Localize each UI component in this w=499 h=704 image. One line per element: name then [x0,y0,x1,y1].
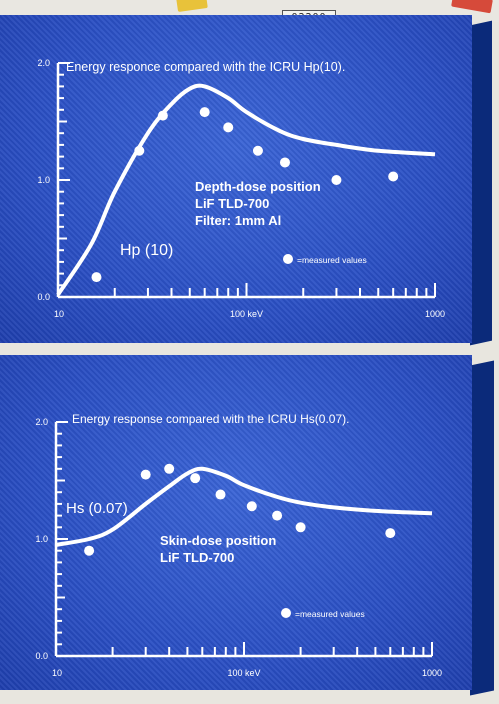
legend-marker [283,254,293,264]
chart-panel-1: 10 100 keV 1000 0.0 1.0 2.0 Energy responce c… [0,15,499,346]
measured-point [252,145,263,156]
chart-panel-2: 10 100 keV 1000 0.0 1.0 2.0 Energy response c… [0,355,499,696]
legend-label: =measured values [295,609,365,619]
measured-point [331,175,342,185]
measured-point [91,272,102,283]
x-tick-label: 1000 [425,309,445,319]
legend-label: =measured values [297,255,367,265]
x-tick-label: 100 keV [230,309,263,319]
measured-point [84,545,95,556]
chart-2: 10 100 keV 1000 0.0 1.0 2.0 Energy response c… [35,412,442,678]
measured-point [223,122,234,133]
measured-point [295,522,306,533]
series-curve [55,466,433,547]
annotation-line-1: Skin-dose position [160,533,276,548]
chart-title: Energy response compared with the ICRU H… [72,412,349,426]
panel-2-face: 10 100 keV 1000 0.0 1.0 2.0 Energy response c… [0,355,472,690]
measured-point [199,107,210,118]
y-tick-label: 2.0 [35,417,48,427]
measured-point [134,145,145,156]
y-tick-label: 0.0 [35,651,48,661]
y-tick-label: 1.0 [35,534,48,544]
x-tick-label: 1000 [422,668,442,678]
y-tick-label: 0.0 [37,292,50,302]
annotation-line-2: LiF TLD-700 [160,550,234,565]
measured-point [190,473,201,484]
annotation-line-2: LiF TLD-700 [195,196,269,211]
legend-marker [281,608,291,618]
measured-point [215,489,226,500]
measured-point [164,463,175,474]
y-tick-label: 2.0 [37,58,50,68]
curve-label: Hp (10) [120,242,173,259]
chart-1: 10 100 keV 1000 0.0 1.0 2.0 Energy responce c… [37,58,445,319]
measured-point [279,157,290,168]
panel-1-face: 10 100 keV 1000 0.0 1.0 2.0 Energy responce c… [0,15,472,343]
measured-point [272,510,283,521]
measured-point [246,501,257,512]
curve-label: Hs (0.07) [66,500,128,517]
series-curve [56,83,436,296]
x-tick-label: 10 [54,309,64,319]
panel-2-edge [470,360,494,696]
panel-1-edge [470,20,492,346]
measured-point [385,528,396,539]
measured-point [157,110,168,121]
measured-point [388,171,399,182]
x-tick-label: 100 keV [227,668,260,678]
chart-title: Energy responce compared with the ICRU H… [66,60,345,74]
measured-point [140,469,151,480]
y-tick-label: 1.0 [37,175,50,185]
x-tick-label: 10 [52,668,62,678]
annotation-line-3: Filter: 1mm Al [195,213,281,228]
annotation-line-1: Depth-dose position [195,179,321,194]
